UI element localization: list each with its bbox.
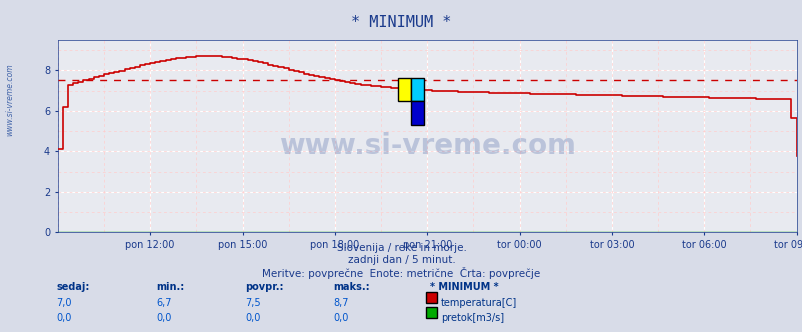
Text: maks.:: maks.: [333,282,370,292]
Text: 8,7: 8,7 [333,298,348,308]
Text: www.si-vreme.com: www.si-vreme.com [278,132,575,160]
Text: 0,0: 0,0 [245,313,260,323]
Text: povpr.:: povpr.: [245,282,283,292]
Text: pretok[m3/s]: pretok[m3/s] [440,313,504,323]
Text: * MINIMUM *: * MINIMUM * [429,282,497,292]
Text: 6,7: 6,7 [156,298,172,308]
Text: Meritve: povprečne  Enote: metrične  Črta: povprečje: Meritve: povprečne Enote: metrične Črta:… [262,267,540,279]
Text: 7,5: 7,5 [245,298,260,308]
FancyBboxPatch shape [411,78,423,102]
Text: min.:: min.: [156,282,184,292]
Text: zadnji dan / 5 minut.: zadnji dan / 5 minut. [347,255,455,265]
Text: sedaj:: sedaj: [56,282,90,292]
FancyBboxPatch shape [411,102,423,124]
Text: 7,0: 7,0 [56,298,71,308]
Text: 0,0: 0,0 [56,313,71,323]
Text: www.si-vreme.com: www.si-vreme.com [5,63,14,136]
FancyBboxPatch shape [397,78,411,102]
Text: 0,0: 0,0 [156,313,172,323]
Text: 0,0: 0,0 [333,313,348,323]
Text: Slovenija / reke in morje.: Slovenija / reke in morje. [336,243,466,253]
Text: * MINIMUM *: * MINIMUM * [351,15,451,30]
Text: temperatura[C]: temperatura[C] [440,298,516,308]
